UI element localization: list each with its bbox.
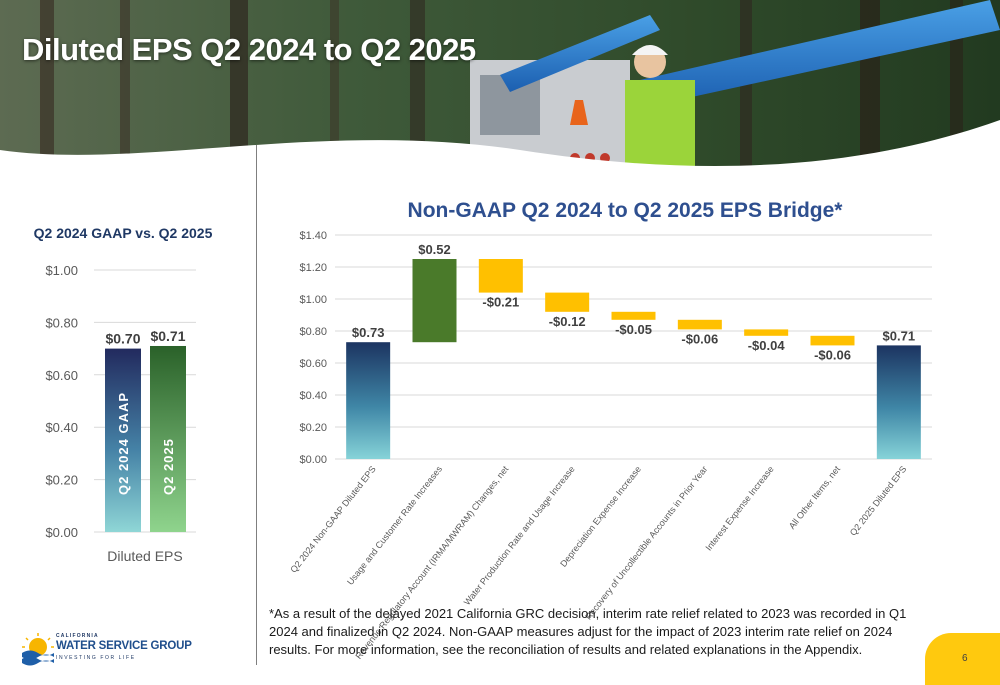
waterfall-bar [744, 329, 789, 336]
right-y-tick-label: $0.60 [299, 358, 327, 370]
waterfall-bar [478, 259, 523, 293]
waterfall-bar [412, 259, 457, 343]
waterfall-value-label: $0.71 [883, 328, 916, 343]
page-number-tab [925, 633, 1000, 685]
waterfall-value-label: $0.52 [418, 242, 451, 257]
vertical-divider [256, 145, 257, 665]
waterfall-value-label: -$0.06 [681, 331, 718, 346]
logo-tagline: INVESTING FOR LIFE [56, 655, 136, 661]
waterfall-value-label: -$0.06 [814, 347, 851, 362]
header-photo-band [0, 0, 1000, 190]
left-bar [150, 345, 186, 532]
left-x-category-label: Diluted EPS [107, 548, 182, 564]
waterfall-value-label: -$0.05 [615, 322, 652, 337]
left-y-tick-label: $1.00 [45, 263, 78, 278]
left-y-tick-label: $0.80 [45, 315, 78, 330]
logo-top-text: CALIFORNIA [56, 633, 99, 639]
right-y-tick-label: $0.40 [299, 390, 327, 402]
left-chart-title: Q2 2024 GAAP vs. Q2 2025 [33, 225, 213, 241]
waterfall-value-label: -$0.12 [549, 314, 586, 329]
left-y-tick-label: $0.20 [45, 473, 78, 488]
waterfall-bar [611, 311, 656, 320]
left-y-tick-label: $0.00 [45, 525, 78, 540]
left-bar [105, 348, 141, 532]
waterfall-value-label: $0.73 [352, 325, 385, 340]
waterfall-category-label: Interest Expense Increase [703, 464, 775, 553]
waterfall-category-label: Depreciation Expense Increase [558, 464, 643, 569]
left-bar-value-label: $0.70 [105, 331, 140, 347]
forest-photo [0, 0, 1000, 190]
logo-main-text: WATER SERVICE GROUP [56, 640, 192, 652]
left-bar-series-label: Q2 2024 GAAP [116, 392, 131, 495]
waterfall-category-label: All Other Items, net [787, 464, 843, 531]
waterfall-category-label: Water Production Rate and Usage Increase [462, 464, 577, 607]
waterfall-category-label: Recovery of Uncollectible Accounts in Pr… [583, 464, 709, 622]
company-logo-icon [22, 633, 54, 666]
left-chart-plot: $0.00 $0.20 $0.40 $0.60 $0.80 $1.00 $0.70 Q2 20… [45, 263, 196, 564]
right-y-tick-label: $1.40 [299, 230, 327, 242]
waterfall-bar [810, 335, 855, 346]
waterfall-category-label: Q2 2025 Diluted EPS [848, 464, 909, 538]
right-y-tick-label: $1.00 [299, 294, 327, 306]
right-y-tick-label: $1.20 [299, 262, 327, 274]
right-y-tick-label: $0.80 [299, 326, 327, 338]
left-bar-value-label: $0.71 [150, 328, 185, 344]
waterfall-bar [346, 342, 391, 459]
footnote: *As a result of the delayed 2021 Califor… [269, 606, 907, 657]
right-y-tick-label: $0.20 [299, 422, 327, 434]
left-y-tick-label: $0.40 [45, 420, 78, 435]
waterfall-value-label: -$0.04 [748, 338, 786, 353]
slide-title: Diluted EPS Q2 2024 to Q2 2025 [22, 32, 476, 67]
waterfall-bar [876, 345, 921, 459]
waterfall-bar [677, 319, 722, 330]
left-y-tick-label: $0.60 [45, 368, 78, 383]
page-number: 6 [962, 653, 968, 664]
left-bar-series-label: Q2 2025 [161, 438, 176, 495]
right-y-tick-label: $0.00 [299, 454, 327, 466]
right-chart-plot: $0.00 $0.20 $0.40 $0.60 $0.80 $1.00 $1.20 $1.40… [288, 230, 932, 661]
waterfall-bar [545, 292, 590, 312]
waterfall-value-label: -$0.21 [482, 295, 519, 310]
right-chart-title: Non-GAAP Q2 2024 to Q2 2025 EPS Bridge* [407, 199, 843, 222]
